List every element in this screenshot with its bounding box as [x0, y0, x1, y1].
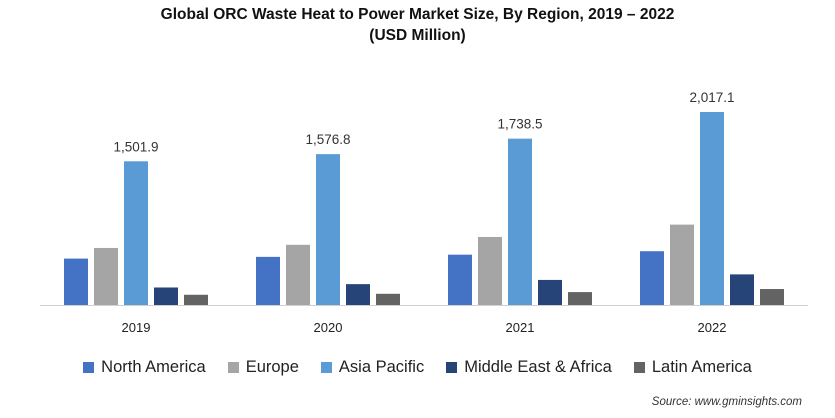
data-label-2019: 1,501.9 [113, 139, 158, 154]
legend-item-north-america: North America [83, 358, 206, 377]
x-tick-label-2020: 2020 [314, 320, 343, 335]
bar-middle-east-africa-2019 [154, 287, 178, 305]
bar-chart: 1,501.9 2019 1,576.8 2020 1,738.5 2021 2,017.1… [40, 90, 808, 335]
bar-europe-2022 [670, 224, 694, 305]
bar-asia-pacific-2020 [316, 154, 340, 305]
chart-subtitle: (USD Million) [369, 27, 466, 44]
x-tick-label-2021: 2021 [506, 320, 535, 335]
bar-asia-pacific-2022 [700, 112, 724, 305]
bar-latin-america-2020 [376, 293, 400, 305]
legend-swatch-asia-pacific [320, 362, 332, 373]
legend-swatch-europe [227, 362, 239, 373]
legend-label-latin-america: Latin America [651, 358, 752, 376]
legend: North America Europe Asia Pacific Middle Ea… [0, 358, 835, 377]
bar-latin-america-2022 [760, 289, 784, 305]
legend-swatch-latin-america [633, 362, 645, 373]
legend-label-asia-pacific: Asia Pacific [338, 358, 425, 376]
data-label-2022: 2,017.1 [689, 90, 734, 105]
bar-north-america-2020 [256, 256, 280, 305]
legend-label-north-america: North America [101, 358, 206, 376]
legend-item-asia-pacific: Asia Pacific [320, 358, 425, 377]
legend-swatch-north-america [83, 362, 95, 373]
bar-europe-2021 [478, 236, 502, 305]
source-note: Source: www.gminsights.com [651, 396, 802, 408]
bar-asia-pacific-2021 [508, 138, 532, 305]
bar-north-america-2021 [448, 254, 472, 305]
x-tick-label-2022: 2022 [698, 320, 727, 335]
chart-title: Global ORC Waste Heat to Power Market Si… [0, 4, 835, 46]
bar-latin-america-2021 [568, 292, 592, 305]
data-label-2021: 1,738.5 [497, 117, 542, 132]
legend-item-europe: Europe [227, 358, 299, 377]
bar-middle-east-africa-2022 [730, 274, 754, 305]
bar-north-america-2019 [64, 258, 88, 305]
bar-europe-2019 [94, 247, 118, 305]
bar-asia-pacific-2019 [124, 161, 148, 305]
legend-item-latin-america: Latin America [633, 358, 752, 377]
x-tick-label-2019: 2019 [122, 320, 151, 335]
legend-item-middle-east-africa: Middle East & Africa [446, 358, 612, 377]
bar-middle-east-africa-2021 [538, 279, 562, 305]
chart-title-main: Global ORC Waste Heat to Power Market Si… [160, 6, 675, 23]
legend-label-middle-east-africa: Middle East & Africa [464, 358, 612, 376]
bar-middle-east-africa-2020 [346, 284, 370, 305]
bar-europe-2020 [286, 244, 310, 305]
bar-north-america-2022 [640, 251, 664, 305]
data-label-2020: 1,576.8 [305, 132, 350, 147]
bar-latin-america-2019 [184, 294, 208, 305]
legend-label-europe: Europe [245, 358, 299, 376]
legend-swatch-middle-east-africa [446, 362, 458, 373]
